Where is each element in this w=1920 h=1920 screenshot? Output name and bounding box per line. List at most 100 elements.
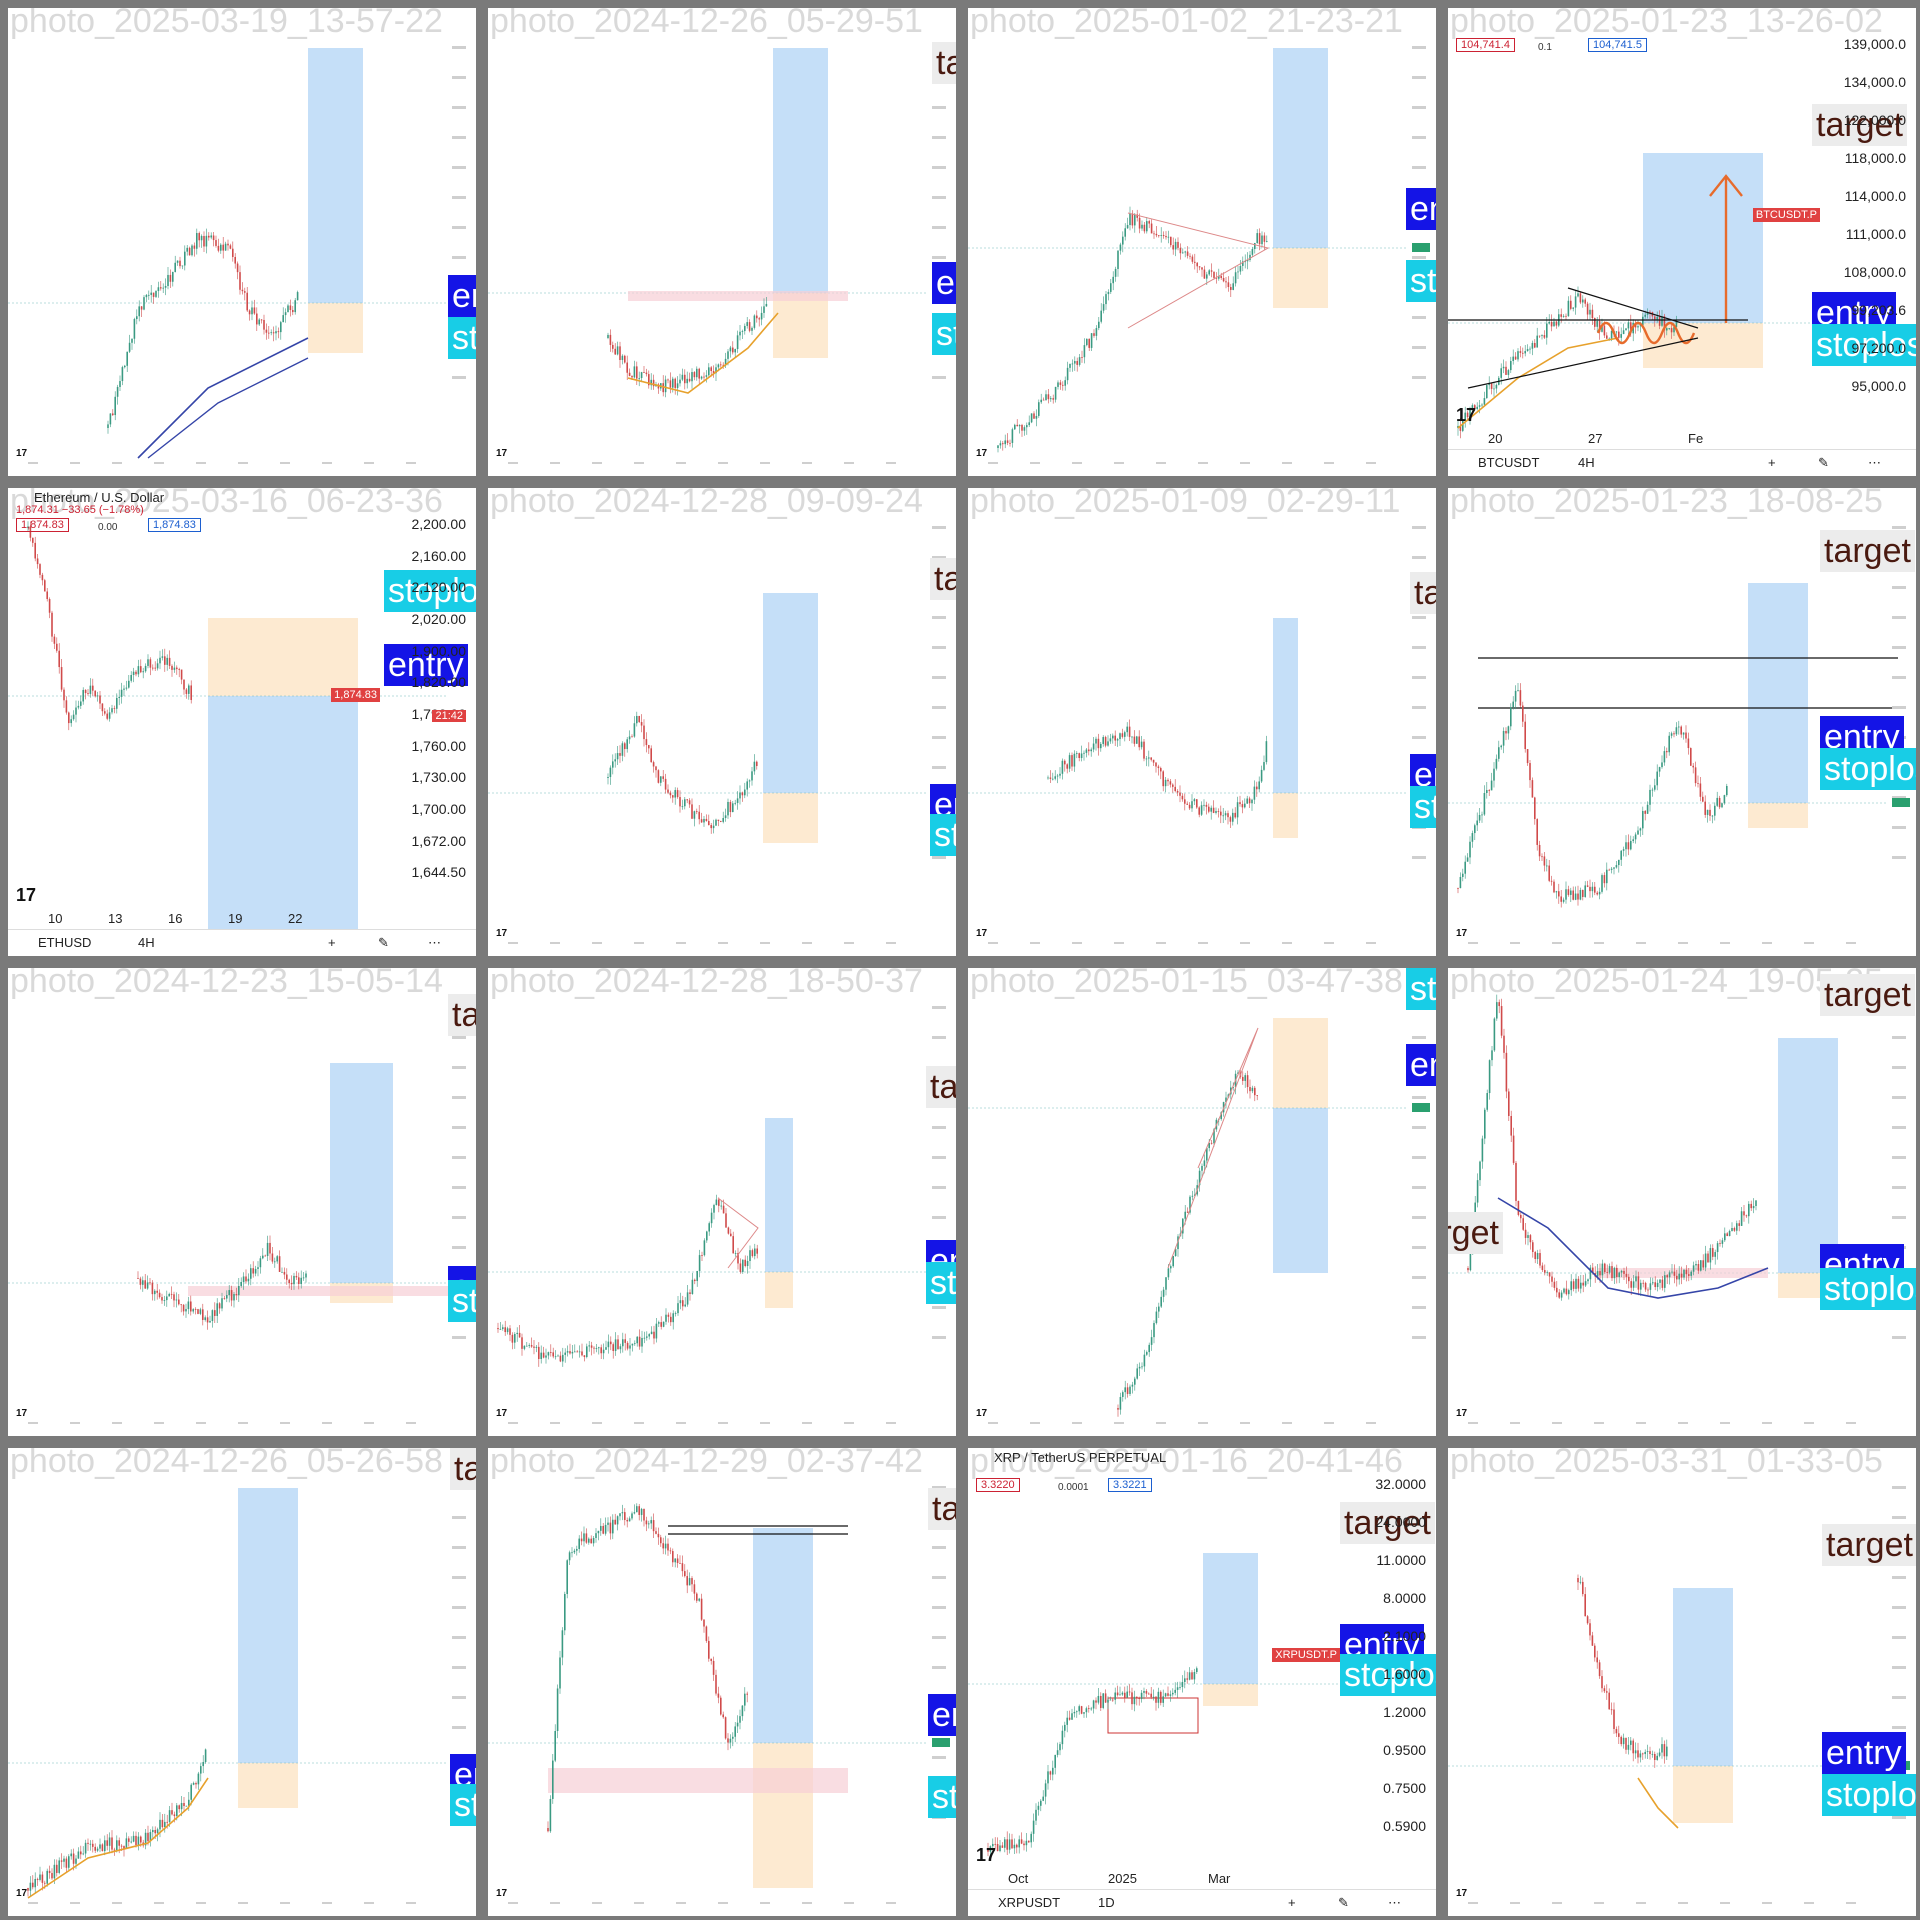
time-axis-tick bbox=[1720, 1422, 1730, 1424]
candle bbox=[111, 704, 113, 715]
candle bbox=[1068, 1710, 1071, 1721]
candle bbox=[1577, 885, 1579, 906]
moving-average-line bbox=[27, 1777, 209, 1899]
candle bbox=[725, 1207, 727, 1228]
candle bbox=[660, 776, 662, 787]
candle bbox=[1538, 840, 1541, 861]
candle bbox=[143, 295, 145, 311]
more-icon[interactable]: ⋯ bbox=[428, 935, 441, 950]
chart-body bbox=[8, 48, 448, 459]
add-icon[interactable]: + bbox=[328, 935, 336, 950]
candle bbox=[268, 325, 270, 339]
candle bbox=[1694, 761, 1697, 787]
candle bbox=[1208, 803, 1210, 814]
price-axis-tick bbox=[932, 136, 946, 139]
add-icon[interactable]: + bbox=[1288, 1895, 1296, 1910]
candle bbox=[1006, 433, 1009, 446]
candle bbox=[1131, 210, 1134, 229]
candle bbox=[263, 314, 265, 335]
time-axis-tick bbox=[634, 942, 644, 944]
price-axis-tick bbox=[1412, 1246, 1426, 1249]
chart-panel-4: photo_2025-01-23_13-26-02 target entry s… bbox=[1448, 8, 1916, 476]
chart-svg: 17 bbox=[488, 46, 950, 464]
timeframe[interactable]: 4H bbox=[1578, 455, 1595, 470]
candle bbox=[612, 1514, 614, 1540]
candle bbox=[602, 1343, 605, 1360]
candle bbox=[1136, 1696, 1138, 1706]
draw-icon[interactable]: ✎ bbox=[1338, 1895, 1349, 1910]
more-icon[interactable]: ⋯ bbox=[1868, 455, 1881, 470]
entry-label: entry bbox=[1406, 188, 1436, 230]
time-axis-tick bbox=[1762, 942, 1772, 944]
candle bbox=[1037, 1801, 1040, 1816]
candle bbox=[652, 1513, 655, 1538]
candle bbox=[1680, 1266, 1683, 1285]
candle bbox=[609, 1516, 612, 1540]
price-axis-tick bbox=[1892, 856, 1906, 859]
timeframe[interactable]: 1D bbox=[1098, 1895, 1115, 1910]
candle bbox=[1524, 714, 1526, 753]
draw-icon[interactable]: ✎ bbox=[378, 935, 389, 950]
price-axis-tick bbox=[1412, 136, 1426, 139]
candle bbox=[1579, 1575, 1582, 1585]
symbol-name[interactable]: ETHUSD bbox=[38, 935, 92, 950]
candle bbox=[1646, 801, 1649, 814]
candle bbox=[96, 691, 99, 702]
chart-body bbox=[488, 1503, 928, 1888]
add-icon[interactable]: + bbox=[1768, 455, 1776, 470]
candle bbox=[275, 325, 277, 341]
candle bbox=[101, 703, 104, 717]
time-axis-tick bbox=[1240, 462, 1250, 464]
candle bbox=[1104, 735, 1107, 748]
candle bbox=[1174, 1682, 1176, 1696]
candle bbox=[1054, 1754, 1056, 1775]
more-icon[interactable]: ⋯ bbox=[1388, 1895, 1401, 1910]
symbol-bar[interactable]: XRPUSDT 1D + ✎ ⋯ bbox=[968, 1889, 1436, 1916]
candle bbox=[284, 308, 287, 323]
candle bbox=[286, 1268, 288, 1285]
candle bbox=[1707, 1250, 1709, 1263]
target-zone bbox=[1643, 153, 1763, 323]
candle bbox=[994, 1837, 996, 1849]
candle bbox=[250, 1264, 252, 1286]
candle bbox=[1570, 887, 1572, 903]
candle bbox=[1146, 216, 1148, 234]
symbol-name[interactable]: XRPUSDT bbox=[998, 1895, 1061, 1910]
symbol-bar[interactable]: BTCUSDT 4H + ✎ ⋯ bbox=[1448, 449, 1916, 476]
draw-icon[interactable]: ✎ bbox=[1818, 455, 1829, 470]
candle bbox=[538, 1342, 540, 1367]
candle bbox=[643, 719, 645, 747]
candle bbox=[684, 1297, 686, 1308]
time-axis bbox=[988, 942, 1376, 944]
candle bbox=[247, 1273, 250, 1286]
candle bbox=[1232, 276, 1234, 291]
chart-body bbox=[488, 48, 928, 398]
candle bbox=[1644, 1749, 1646, 1759]
candle bbox=[1004, 434, 1006, 449]
candle bbox=[41, 572, 44, 586]
price-axis-tick bbox=[932, 106, 946, 109]
stop-zone bbox=[1273, 793, 1298, 838]
price-axis-tick bbox=[1892, 826, 1906, 829]
candle bbox=[657, 1527, 660, 1545]
candle bbox=[185, 1805, 188, 1807]
target-zone bbox=[753, 1528, 813, 1743]
symbol-name[interactable]: BTCUSDT bbox=[1478, 455, 1540, 470]
price-axis-tick bbox=[1892, 616, 1906, 619]
candle bbox=[152, 1826, 154, 1840]
candle bbox=[221, 1292, 223, 1312]
candle bbox=[1668, 731, 1670, 756]
price-tick-label: 1,700.00 bbox=[411, 801, 467, 817]
candle bbox=[1507, 725, 1510, 740]
candle bbox=[123, 1845, 125, 1857]
moving-average-line bbox=[1457, 337, 1619, 429]
candle bbox=[1709, 1244, 1712, 1270]
candle bbox=[80, 1845, 82, 1860]
candle bbox=[1191, 254, 1194, 264]
symbol-bar[interactable]: ETHUSD 4H + ✎ ⋯ bbox=[8, 929, 476, 956]
candle bbox=[169, 269, 172, 289]
candle bbox=[1654, 1751, 1656, 1768]
timeframe[interactable]: 4H bbox=[138, 935, 155, 950]
sell-price: 3.3220 bbox=[976, 1478, 1020, 1492]
time-axis-tick bbox=[28, 1422, 38, 1424]
